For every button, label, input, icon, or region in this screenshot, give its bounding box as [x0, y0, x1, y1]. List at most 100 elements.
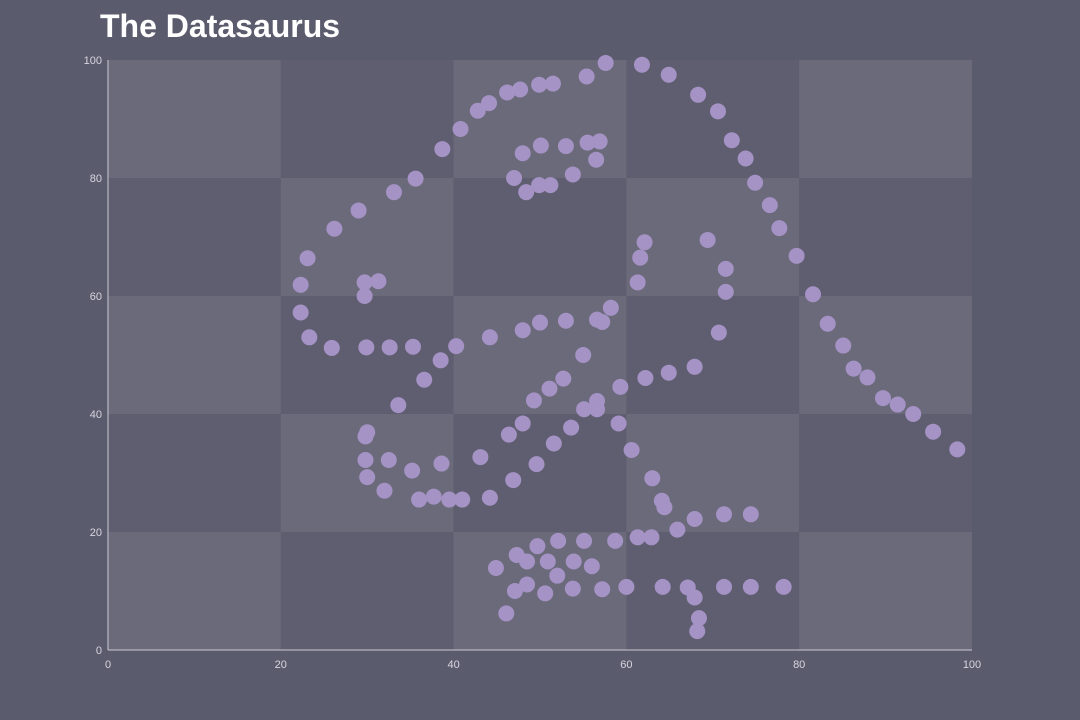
data-point — [472, 449, 489, 466]
data-point — [716, 578, 733, 595]
chart-title: The Datasaurus — [100, 8, 341, 44]
data-point — [576, 532, 593, 549]
data-point — [742, 578, 759, 595]
data-point — [425, 488, 442, 505]
data-point — [506, 170, 523, 186]
y-tick-label: 40 — [90, 409, 102, 421]
data-point — [301, 329, 318, 346]
data-point — [636, 234, 653, 251]
data-point — [454, 491, 471, 508]
data-point — [579, 134, 596, 151]
data-point — [564, 166, 581, 183]
y-tick-label: 80 — [90, 173, 102, 185]
data-point — [575, 347, 592, 363]
data-point — [845, 360, 862, 377]
x-tick-label: 40 — [447, 659, 459, 671]
data-point — [370, 273, 387, 290]
data-point — [835, 337, 852, 354]
data-point — [481, 329, 498, 346]
data-point — [597, 54, 614, 71]
grid-cell — [799, 178, 972, 296]
data-point — [656, 499, 673, 516]
data-point — [669, 521, 686, 538]
data-point — [689, 623, 706, 640]
data-point — [385, 184, 402, 201]
grid-cell — [108, 60, 281, 178]
data-point — [563, 419, 580, 436]
data-point — [416, 371, 433, 388]
x-tick-label: 80 — [793, 659, 805, 671]
data-point — [925, 423, 942, 440]
data-point — [788, 247, 805, 264]
data-point — [525, 392, 542, 409]
data-point — [452, 121, 469, 138]
x-tick-label: 20 — [275, 659, 287, 671]
grid-cell — [626, 60, 800, 178]
data-point — [448, 338, 465, 355]
data-point — [588, 151, 605, 168]
data-point — [433, 455, 450, 472]
grid-cell — [108, 178, 281, 296]
data-point — [742, 506, 759, 523]
data-point — [709, 103, 726, 120]
data-point — [514, 322, 531, 339]
data-point — [710, 324, 727, 341]
data-point — [404, 338, 421, 355]
data-point — [686, 589, 703, 606]
data-point — [380, 452, 397, 469]
data-point — [432, 352, 449, 369]
data-point — [528, 456, 545, 473]
data-point — [607, 532, 624, 549]
x-tick-label: 0 — [105, 659, 111, 671]
data-point — [859, 369, 876, 386]
data-point — [771, 220, 788, 237]
grid-cell — [108, 414, 281, 532]
data-point — [686, 511, 703, 528]
data-points — [292, 54, 966, 640]
data-point — [578, 68, 595, 85]
data-point — [519, 576, 536, 593]
data-point — [326, 220, 343, 237]
data-point — [564, 580, 581, 597]
data-point — [323, 339, 340, 356]
data-point — [404, 462, 421, 479]
data-point — [487, 559, 504, 576]
data-point — [699, 231, 716, 248]
data-point — [299, 250, 316, 267]
grid-cell — [799, 60, 972, 178]
data-point — [390, 397, 407, 414]
data-point — [602, 299, 619, 316]
data-point — [576, 401, 593, 418]
data-point — [518, 184, 535, 201]
data-point — [610, 415, 627, 432]
data-point — [292, 276, 309, 293]
data-point — [506, 583, 523, 599]
data-point — [594, 313, 611, 330]
data-point — [716, 506, 733, 523]
data-point — [441, 491, 458, 508]
data-point — [737, 150, 754, 167]
y-tick-label: 0 — [96, 645, 102, 657]
data-point — [357, 428, 374, 445]
data-point — [717, 283, 734, 300]
data-point — [623, 441, 640, 458]
x-tick-label: 100 — [963, 659, 981, 671]
data-point — [589, 401, 606, 418]
data-point — [539, 553, 556, 570]
grid-cell — [626, 532, 800, 650]
data-point — [512, 81, 529, 98]
axes — [107, 60, 972, 651]
data-point — [292, 304, 309, 321]
data-point — [531, 76, 548, 93]
data-point — [612, 378, 629, 395]
data-point — [381, 339, 398, 356]
data-point — [660, 66, 677, 83]
data-point — [529, 538, 546, 555]
data-point — [357, 452, 374, 469]
data-point — [594, 581, 611, 598]
data-point — [690, 86, 707, 103]
y-tick-label: 100 — [84, 55, 102, 67]
data-point — [690, 610, 707, 627]
data-point — [356, 274, 373, 291]
